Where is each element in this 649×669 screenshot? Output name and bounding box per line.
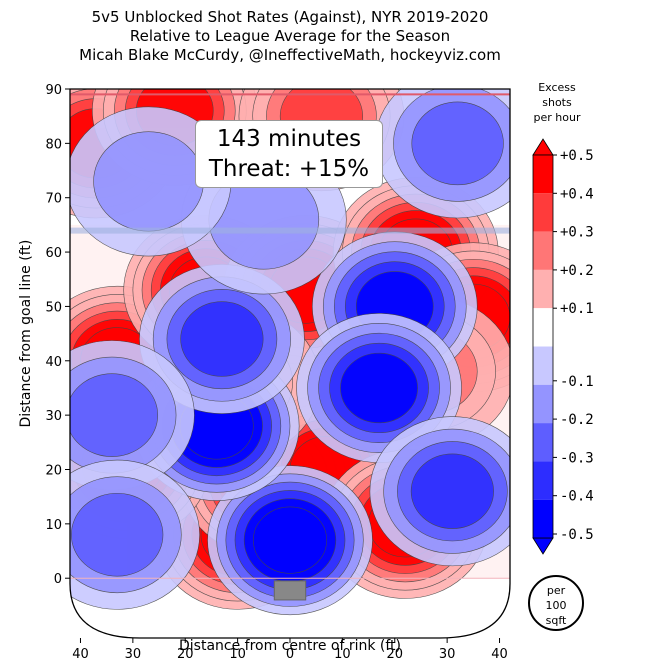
minutes-label: 143 minutes xyxy=(216,126,362,152)
colorbar-swatch xyxy=(533,423,553,462)
colorbar-label: +0.3 xyxy=(560,225,594,241)
colorbar-swatch xyxy=(533,499,553,538)
colorbar-swatch xyxy=(533,155,553,194)
x-tick-label: 0 xyxy=(286,647,294,662)
colorbar-label: -0.3 xyxy=(560,450,594,466)
y-tick-label: 0 xyxy=(54,572,62,587)
threat-annotation: 143 minutes Threat: +15% xyxy=(195,120,383,188)
colorbar: +0.5 +0.4 +0.3 +0.2 +0.1 -0.1 -0.2 -0.3 -0.4 -0.5 xyxy=(532,138,594,555)
colorbar-swatch xyxy=(533,384,553,424)
y-tick-label: 20 xyxy=(45,463,62,478)
colorbar-label: -0.2 xyxy=(560,412,594,428)
colorbar-swatch xyxy=(533,231,553,270)
colorbar-swatch xyxy=(533,308,553,347)
x-tick-label: 20 xyxy=(386,647,403,662)
colorbar-extend-min xyxy=(532,537,554,555)
colorbar-title-line: Excess xyxy=(538,81,576,94)
threat-label: Threat: +15% xyxy=(208,156,370,182)
y-axis-label: Distance from goal line (ft) xyxy=(18,240,34,428)
plot-area xyxy=(69,88,511,639)
colorbar-frame xyxy=(532,154,554,539)
x-tick-label: 40 xyxy=(491,647,508,662)
colorbar-label: -0.4 xyxy=(560,489,594,505)
contour-level xyxy=(93,131,204,232)
colorbar-label: +0.4 xyxy=(560,186,594,202)
y-tick-label: 40 xyxy=(45,355,62,370)
colorbar-label: +0.2 xyxy=(560,263,594,279)
unit-badge-line: sqft xyxy=(545,614,567,627)
chart-subtitle: Relative to League Average for the Seaso… xyxy=(129,27,451,45)
y-tick-label: 70 xyxy=(45,192,62,207)
x-tick-label: 40 xyxy=(72,647,89,662)
title-block: 5v5 Unblocked Shot Rates (Against), NYR … xyxy=(0,8,580,65)
heat-layer xyxy=(70,89,510,638)
colorbar-label: -0.1 xyxy=(560,374,594,390)
colorbar-extend-max xyxy=(532,138,554,156)
colorbar-title: Excess shots per hour xyxy=(527,80,587,125)
y-tick-label: 10 xyxy=(45,518,62,533)
x-tick-label: 30 xyxy=(125,647,142,662)
unit-badge-line: per xyxy=(546,584,566,597)
contour-level xyxy=(410,453,494,529)
x-axis-label: Distance from centre of rink (ft) xyxy=(179,638,401,654)
colorbar-title-line: per hour xyxy=(533,111,581,124)
unit-badge-line: 100 xyxy=(545,599,567,612)
reduced-shots-region xyxy=(207,465,373,616)
contour-level xyxy=(180,301,264,377)
axes: 40 30 20 10 0 10 20 30 40 0 10 20 30 40 50 60 70 80 90 Dist… xyxy=(18,83,508,662)
goal-net xyxy=(273,580,307,601)
y-tick-label: 90 xyxy=(45,83,62,98)
x-tick-label: 10 xyxy=(334,647,351,662)
reduced-shots-region xyxy=(374,89,510,219)
contour-level xyxy=(411,101,504,186)
x-tick-label: 10 xyxy=(229,647,246,662)
y-tick-label: 30 xyxy=(45,409,62,424)
colorbar-label: +0.1 xyxy=(560,301,594,317)
contour-level xyxy=(253,506,327,574)
colorbar-label: -0.5 xyxy=(560,527,594,543)
y-tick-label: 80 xyxy=(45,137,62,152)
colorbar-title-line: shots xyxy=(542,96,572,109)
chart-credit: Micah Blake McCurdy, @IneffectiveMath, h… xyxy=(79,46,501,64)
reduced-shots-region xyxy=(70,459,200,610)
colorbar-swatch xyxy=(533,193,553,232)
blue-line xyxy=(70,227,510,234)
contour-level xyxy=(70,373,159,457)
y-tick-label: 50 xyxy=(45,300,62,315)
rink-boards xyxy=(69,88,511,639)
colorbar-swatch xyxy=(533,461,553,500)
reduced-shots-region xyxy=(70,340,195,491)
colorbar-swatch xyxy=(533,269,553,309)
chart-title: 5v5 Unblocked Shot Rates (Against), NYR … xyxy=(91,8,489,26)
reduced-shots-region xyxy=(70,106,232,257)
colorbar-label: +0.5 xyxy=(560,148,594,164)
reduced-shots-region xyxy=(369,416,510,567)
unit-badge: per 100 sqft xyxy=(528,575,584,631)
y-tick-label: 60 xyxy=(45,246,62,261)
x-tick-label: 30 xyxy=(439,647,456,662)
contour-level xyxy=(71,492,164,577)
colorbar-swatch xyxy=(533,346,553,385)
x-tick-label: 20 xyxy=(177,647,194,662)
contour-level xyxy=(340,352,418,424)
